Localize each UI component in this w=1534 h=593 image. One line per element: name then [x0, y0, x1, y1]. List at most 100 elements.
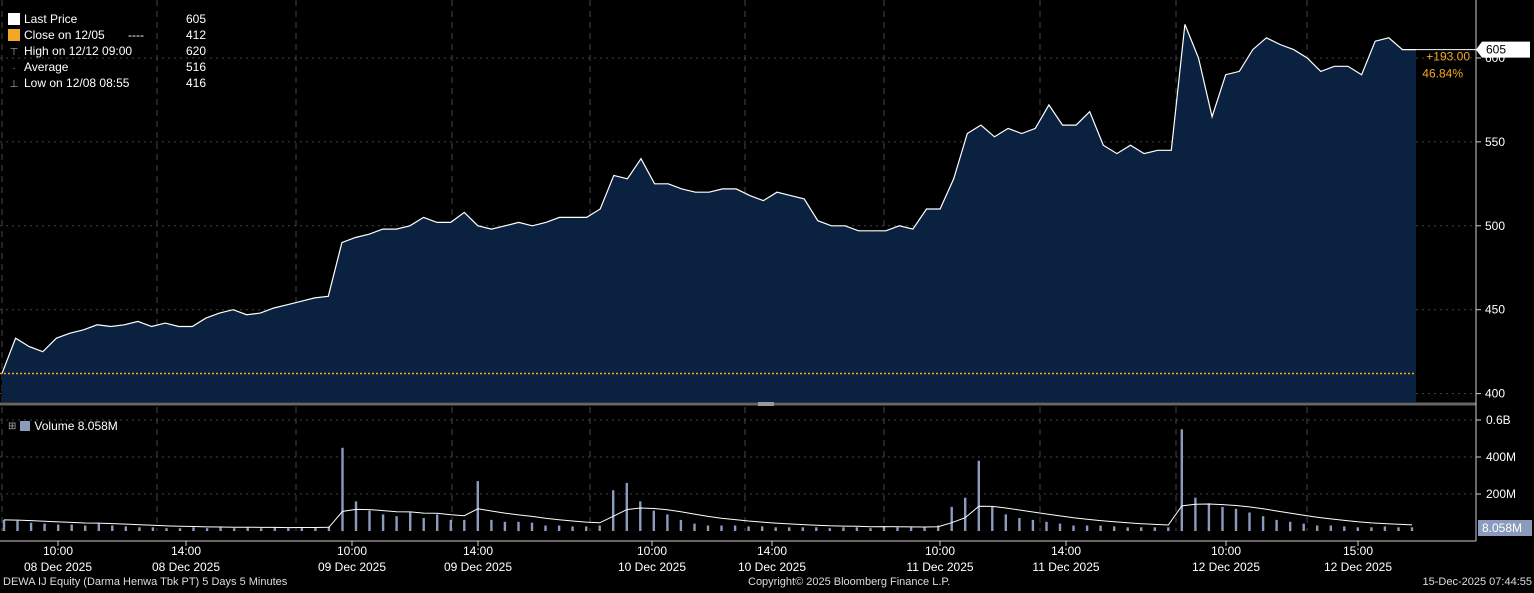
volume-bar: [1099, 525, 1102, 531]
volume-bar: [585, 526, 588, 531]
volume-bar: [666, 514, 669, 531]
x-tick-date: 11 Dec 2025: [1032, 560, 1099, 574]
price-tick-label: 500: [1485, 219, 1505, 233]
volume-bar: [1085, 525, 1089, 531]
expand-icon[interactable]: ⊞: [8, 420, 17, 432]
x-tick-time: 10:00: [337, 544, 367, 558]
legend-last-price[interactable]: Last Price 605: [8, 11, 206, 27]
volume-bar: [16, 520, 19, 531]
x-tick-date: 11 Dec 2025: [906, 560, 973, 574]
volume-bar: [612, 490, 615, 531]
volume-bar: [1018, 518, 1021, 531]
legend-close[interactable]: Close on 12/05 ---- 412: [8, 27, 206, 43]
volume-bar: [842, 527, 845, 531]
volume-bar: [368, 510, 371, 531]
volume-bar: [1275, 519, 1278, 531]
volume-bar: [706, 525, 710, 531]
volume-legend[interactable]: ⊞ Volume 8.058M: [8, 419, 118, 433]
volume-bar: [882, 526, 886, 531]
volume-bar: [29, 522, 33, 531]
square-icon: [8, 29, 20, 41]
legend-average[interactable]: · Average 516: [8, 59, 206, 75]
volume-bar: [788, 527, 791, 531]
volume-bar: [517, 521, 520, 532]
volume-bar: [693, 523, 696, 531]
volume-bar: [178, 528, 182, 531]
volume-bar: [314, 527, 317, 531]
x-tick-time: 10:00: [43, 544, 73, 558]
volume-tick-label: 0.6B: [1486, 413, 1511, 427]
legend-high[interactable]: ⊤ High on 12/12 09:00 620: [9, 44, 206, 58]
volume-bar: [815, 527, 818, 531]
x-tick-date: 10 Dec 2025: [738, 560, 806, 574]
volume-bar: [1410, 527, 1414, 531]
volume-tick-label: 400M: [1486, 450, 1516, 464]
volume-bar: [679, 519, 683, 531]
volume-bar: [1370, 527, 1373, 531]
volume-bar: [2, 519, 6, 531]
volume-panel: [2, 429, 1414, 532]
volume-bar: [57, 524, 60, 531]
volume-bar: [1207, 503, 1211, 532]
volume-bar: [1329, 525, 1332, 531]
price-legend: Last Price 605 Close on 12/05 ---- 412 ⊤…: [8, 11, 206, 91]
volume-bar: [774, 527, 777, 531]
volume-bar: [300, 527, 303, 531]
change-absolute: +193.00: [1426, 50, 1470, 64]
volume-bar: [639, 501, 642, 531]
volume-bar: [354, 501, 358, 531]
volume-bar: [530, 522, 534, 531]
volume-bar: [950, 506, 953, 531]
volume-bar: [70, 524, 73, 531]
volume-bar: [219, 527, 222, 531]
price-line: [1, 24, 1416, 374]
panel-resize-handle: [758, 402, 774, 406]
volume-bar: [233, 528, 236, 531]
volume-bar: [625, 482, 628, 531]
volume-bar: [801, 527, 804, 531]
x-tick-date: 12 Dec 2025: [1192, 560, 1260, 574]
volume-bar: [273, 527, 276, 531]
volume-bar: [747, 526, 750, 531]
x-tick-time: 10:00: [637, 544, 667, 558]
price-area: [2, 24, 1416, 403]
volume-bar: [381, 514, 385, 531]
volume-bar: [84, 525, 87, 531]
low-marker-icon: ⊥: [9, 79, 19, 90]
volume-bar: [1383, 526, 1387, 531]
legend-low[interactable]: ⊥ Low on 12/08 08:55 416: [9, 76, 206, 90]
volume-bar: [138, 527, 141, 531]
average-marker-icon: ·: [12, 63, 16, 74]
volume-bar: [869, 528, 872, 531]
volume-bar: [463, 519, 466, 531]
footer-copyright: Copyright© 2025 Bloomberg Finance L.P.: [748, 576, 951, 588]
volume-bar: [43, 523, 46, 531]
volume-bar: [1302, 523, 1305, 531]
x-tick-time: 14:00: [757, 544, 787, 558]
volume-bar: [1058, 523, 1062, 531]
volume-bar: [937, 525, 940, 531]
volume-bar: [205, 528, 209, 531]
volume-bar: [1316, 525, 1319, 531]
volume-bar: [1072, 525, 1075, 531]
volume-bar: [1126, 527, 1129, 531]
x-tick-time: 15:00: [1343, 544, 1373, 558]
volume-bar: [828, 528, 831, 531]
x-tick-date: 08 Dec 2025: [152, 560, 220, 574]
volume-bar: [991, 506, 994, 531]
x-tick-time: 10:00: [925, 544, 955, 558]
volume-bar: [923, 527, 926, 531]
change-percent: 46.84%: [1422, 67, 1463, 81]
axes: 400450500550600605+193.0046.84%200M400M0…: [0, 0, 1532, 574]
x-tick-date: 12 Dec 2025: [1324, 560, 1392, 574]
volume-bar: [1194, 497, 1197, 531]
x-tick-time: 14:00: [171, 544, 201, 558]
volume-bar: [909, 527, 913, 531]
volume-bar: [1113, 526, 1116, 531]
footer-security: DEWA IJ Equity (Darma Henwa Tbk PT) 5 Da…: [3, 576, 288, 588]
x-tick-date: 09 Dec 2025: [444, 560, 512, 574]
volume-bar: [1343, 526, 1346, 531]
volume-bar: [246, 527, 249, 531]
volume-bar: [855, 527, 859, 531]
